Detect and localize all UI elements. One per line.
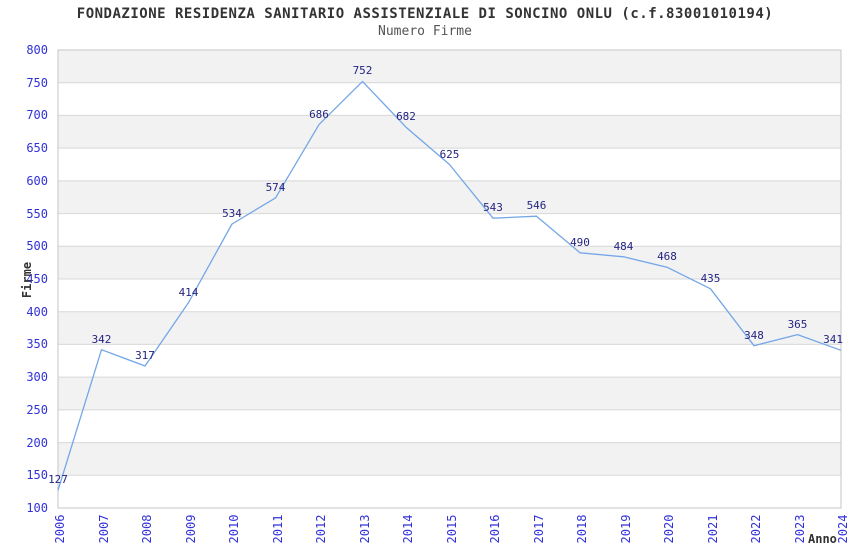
x-tick-label: 2008 [140,514,154,544]
x-tick-label: 2022 [749,514,763,544]
data-point-label: 574 [265,180,286,194]
y-tick-label: 550 [26,206,48,221]
y-tick-label: 400 [26,304,48,319]
data-point-label: 317 [135,349,155,363]
plot-band [58,311,841,345]
line-series [57,80,842,491]
x-tick-label: 2021 [705,514,720,544]
x-tick-label: 2006 [53,514,67,544]
data-point-label: 543 [483,201,503,215]
x-tick-label: 2012 [314,514,328,544]
y-axis-title: Firme [20,261,34,299]
y-tick-label: 100 [26,501,48,515]
plot-band [58,180,841,214]
y-tick-label: 250 [26,402,48,417]
data-point-label: 484 [613,239,634,253]
x-tick-label: 2016 [488,514,502,544]
plot-band [58,246,841,279]
y-tick-label: 600 [26,173,48,188]
x-tick-label: 2013 [357,514,372,544]
x-tick-label: 2010 [227,514,241,544]
x-tick-label: 2015 [444,514,459,544]
x-tick-label: 2011 [270,514,285,544]
chart-title: FONDAZIONE RESIDENZA SANITARIO ASSISTENZ… [76,6,774,22]
plot-border [57,49,842,509]
data-point-label: 348 [744,328,764,342]
x-tick-label: 2019 [618,514,633,544]
data-point-label: 468 [657,250,677,264]
x-tick-label: 2018 [575,514,589,544]
plot-band [58,115,841,149]
data-point-label: 414 [178,285,199,299]
x-tick-label: 2007 [96,514,111,544]
data-point-label: 127 [48,473,68,487]
data-point-label: 546 [526,199,547,213]
x-tick-label: 2017 [531,514,546,544]
y-tick-label: 200 [26,435,48,450]
data-point-label: 534 [222,207,242,221]
plot-band [58,50,841,83]
y-tick-label: 800 [26,43,48,57]
y-tick-label: 500 [26,239,48,254]
y-tick-label: 650 [26,141,48,156]
y-tick-label: 450 [26,272,48,286]
data-point-label: 625 [439,147,460,161]
y-tick-label: 750 [26,75,48,90]
x-tick-label: 2023 [792,514,807,544]
x-tick-label: 2009 [183,514,198,544]
data-point-label: 686 [309,107,329,121]
data-point-label: 752 [352,64,373,78]
x-tick-label: 2020 [662,514,676,544]
y-tick-label: 150 [26,468,48,483]
data-point-label: 490 [570,235,590,249]
plot-band [58,442,841,476]
x-tick-label: 2024 [836,514,850,544]
chart-subtitle: Numero Firme [378,24,472,39]
data-point-label: 682 [396,110,416,124]
plot-band [58,377,841,410]
y-tick-label: 700 [26,108,48,123]
y-tick-label: 300 [26,370,48,385]
x-axis-title: Anno [808,532,837,546]
data-point-label: 365 [787,317,808,331]
data-point-label: 435 [700,271,721,285]
data-point-label: 341 [823,333,843,347]
y-tick-label: 350 [26,337,48,352]
data-point-label: 342 [91,332,112,346]
x-tick-label: 2014 [401,514,415,544]
